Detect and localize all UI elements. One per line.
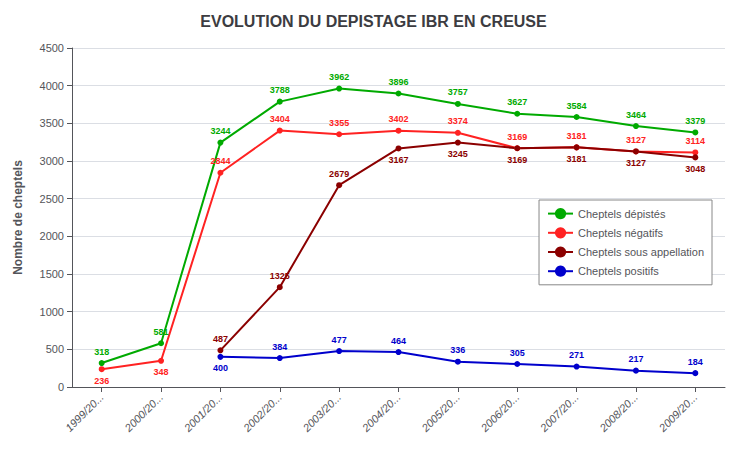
svg-text:2002/20...: 2002/20... xyxy=(240,391,284,435)
svg-text:3584: 3584 xyxy=(567,101,587,111)
svg-text:3464: 3464 xyxy=(626,110,646,120)
svg-text:236: 236 xyxy=(94,376,109,386)
svg-text:1500: 1500 xyxy=(40,268,64,280)
svg-text:3788: 3788 xyxy=(270,85,290,95)
svg-text:184: 184 xyxy=(688,357,703,367)
svg-text:EVOLUTION DU DEPISTAGE IBR EN: EVOLUTION DU DEPISTAGE IBR EN CREUSE xyxy=(200,13,547,30)
svg-text:500: 500 xyxy=(46,343,64,355)
svg-text:2009/20...: 2009/20... xyxy=(656,391,700,435)
svg-text:2006/20...: 2006/20... xyxy=(478,391,522,435)
svg-text:2679: 2679 xyxy=(329,169,349,179)
svg-text:Cheptels négatifs: Cheptels négatifs xyxy=(578,227,663,239)
svg-text:Cheptels sous appellation: Cheptels sous appellation xyxy=(578,246,704,258)
svg-text:305: 305 xyxy=(510,348,525,358)
svg-text:487: 487 xyxy=(213,334,228,344)
svg-text:3167: 3167 xyxy=(388,155,408,165)
svg-text:271: 271 xyxy=(569,350,584,360)
svg-text:3627: 3627 xyxy=(507,97,527,107)
svg-text:1999/20...: 1999/20... xyxy=(63,391,106,434)
svg-text:0: 0 xyxy=(58,381,64,393)
svg-text:477: 477 xyxy=(332,335,347,345)
svg-text:3374: 3374 xyxy=(448,116,468,126)
svg-text:3757: 3757 xyxy=(448,87,468,97)
svg-text:3114: 3114 xyxy=(686,136,706,146)
svg-text:3379: 3379 xyxy=(685,116,705,126)
svg-text:217: 217 xyxy=(628,354,643,364)
svg-text:400: 400 xyxy=(213,363,228,373)
svg-text:3402: 3402 xyxy=(388,114,408,124)
svg-text:3355: 3355 xyxy=(329,118,349,128)
svg-text:3896: 3896 xyxy=(388,77,408,87)
svg-text:2500: 2500 xyxy=(40,193,64,205)
svg-text:2008/20...: 2008/20... xyxy=(596,391,640,435)
svg-text:4500: 4500 xyxy=(40,42,64,54)
svg-text:384: 384 xyxy=(272,342,287,352)
svg-text:581: 581 xyxy=(154,327,169,337)
svg-text:3048: 3048 xyxy=(685,164,705,174)
svg-text:4000: 4000 xyxy=(40,80,64,92)
svg-text:348: 348 xyxy=(154,367,169,377)
svg-text:3404: 3404 xyxy=(270,114,290,124)
svg-text:1325: 1325 xyxy=(270,271,290,281)
svg-text:2844: 2844 xyxy=(210,156,230,166)
svg-text:3181: 3181 xyxy=(567,154,587,164)
svg-text:3169: 3169 xyxy=(507,132,527,142)
svg-text:464: 464 xyxy=(391,336,406,346)
svg-text:2007/20...: 2007/20... xyxy=(537,391,581,435)
svg-text:3127: 3127 xyxy=(626,135,646,145)
svg-text:336: 336 xyxy=(450,345,465,355)
svg-text:3181: 3181 xyxy=(567,131,587,141)
svg-text:3169: 3169 xyxy=(507,155,527,165)
svg-text:2005/20...: 2005/20... xyxy=(418,391,462,435)
svg-text:2000: 2000 xyxy=(40,230,64,242)
svg-text:Cheptels dépistés: Cheptels dépistés xyxy=(578,208,666,220)
svg-text:Nombre de cheptels: Nombre de cheptels xyxy=(11,160,25,275)
svg-text:2001/20...: 2001/20... xyxy=(181,391,225,435)
svg-text:2004/20...: 2004/20... xyxy=(359,391,403,435)
svg-text:318: 318 xyxy=(94,347,109,357)
svg-text:2003/20...: 2003/20... xyxy=(300,391,344,435)
svg-text:1000: 1000 xyxy=(40,306,64,318)
svg-text:3000: 3000 xyxy=(40,155,64,167)
svg-text:3127: 3127 xyxy=(626,158,646,168)
svg-text:Cheptels positifs: Cheptels positifs xyxy=(578,265,659,277)
svg-text:3245: 3245 xyxy=(448,149,468,159)
svg-text:3500: 3500 xyxy=(40,117,64,129)
svg-text:2000/20...: 2000/20... xyxy=(122,391,166,435)
svg-text:3962: 3962 xyxy=(329,72,349,82)
svg-text:3244: 3244 xyxy=(210,126,230,136)
